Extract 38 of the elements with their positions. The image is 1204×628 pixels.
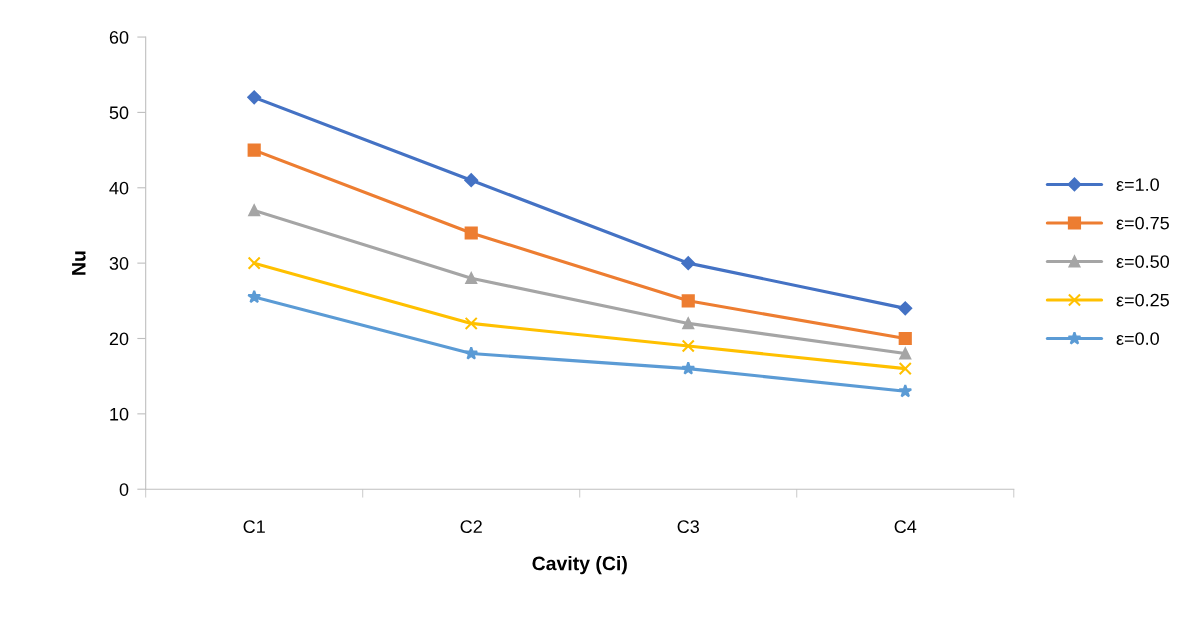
x-tick-label: C2 (460, 520, 482, 534)
point (898, 383, 913, 398)
y-tick-label: 50 (109, 106, 129, 120)
legend-label: ε=0.0 (1116, 332, 1159, 345)
x-axis-title: Cavity (Ci) (532, 556, 627, 575)
point (464, 226, 478, 240)
legend-label: ε=0.25 (1116, 293, 1169, 307)
point (248, 204, 261, 217)
y-tick-label: 0 (119, 483, 129, 496)
point (247, 256, 261, 270)
y-tick-label: 30 (109, 257, 129, 270)
x-tick-label: C3 (677, 520, 699, 534)
y-tick-label: 10 (110, 407, 129, 421)
point (899, 347, 912, 360)
x-tick-label: C4 (894, 520, 917, 534)
point (681, 256, 696, 271)
point (464, 346, 479, 360)
point (464, 316, 478, 331)
point (681, 294, 695, 308)
point (898, 362, 912, 376)
y-tick-label: 40 (109, 181, 129, 195)
point (247, 289, 262, 304)
point (682, 317, 695, 330)
legend-label: ε=0.75 (1116, 216, 1169, 230)
point (898, 301, 913, 316)
legend-label: ε=0.50 (1116, 255, 1170, 268)
point (247, 90, 262, 105)
y-axis-title: Nu (72, 251, 86, 275)
point (898, 331, 912, 346)
point (681, 361, 696, 375)
y-tick-label: 60 (109, 30, 129, 44)
point (465, 272, 478, 285)
point (247, 143, 261, 157)
point (464, 173, 479, 188)
legend-label: ε=1.0 (1116, 178, 1159, 191)
x-tick-label: C1 (243, 520, 265, 534)
point (681, 339, 695, 353)
y-tick-label: 20 (109, 332, 129, 346)
